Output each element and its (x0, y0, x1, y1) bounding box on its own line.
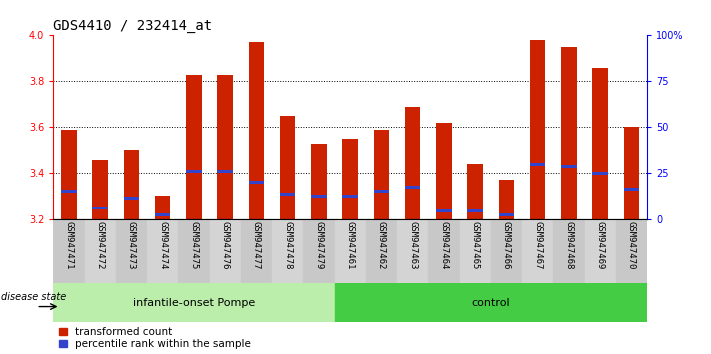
Text: GSM947469: GSM947469 (596, 221, 604, 269)
Bar (335, 219, 365, 283)
Bar (592, 172, 608, 175)
Bar (616, 219, 647, 283)
Bar (186, 170, 202, 172)
Bar (530, 40, 545, 219)
Bar (335, 283, 647, 322)
Bar (365, 219, 397, 283)
Bar (436, 209, 451, 212)
Bar (467, 164, 483, 219)
Bar (397, 219, 428, 283)
Text: GSM947467: GSM947467 (533, 221, 542, 269)
Bar (405, 107, 420, 219)
Bar (498, 213, 514, 216)
Bar (561, 47, 577, 219)
Bar (343, 139, 358, 219)
Text: GSM947465: GSM947465 (471, 221, 480, 269)
Bar (155, 196, 171, 219)
Bar (53, 219, 85, 283)
Bar (624, 127, 639, 219)
Bar (459, 219, 491, 283)
Bar (61, 130, 77, 219)
Bar (155, 213, 171, 216)
Bar (530, 163, 545, 166)
Text: GSM947478: GSM947478 (283, 221, 292, 269)
Bar (241, 219, 272, 283)
Bar (373, 190, 389, 193)
Bar (467, 209, 483, 212)
Bar (61, 190, 77, 193)
Text: GSM947473: GSM947473 (127, 221, 136, 269)
Text: infantile-onset Pompe: infantile-onset Pompe (133, 298, 255, 308)
Bar (343, 195, 358, 198)
Bar (436, 123, 451, 219)
Text: GSM947479: GSM947479 (314, 221, 324, 269)
Bar (147, 219, 178, 283)
Bar (85, 219, 116, 283)
Legend: transformed count, percentile rank within the sample: transformed count, percentile rank withi… (58, 327, 251, 349)
Bar (210, 219, 241, 283)
Bar (218, 170, 233, 172)
Bar (405, 186, 420, 189)
Bar (186, 75, 202, 219)
Text: GSM947463: GSM947463 (408, 221, 417, 269)
Bar (592, 68, 608, 219)
Text: control: control (471, 298, 510, 308)
Bar (124, 198, 139, 200)
Bar (311, 195, 327, 198)
Bar (624, 188, 639, 191)
Bar (522, 219, 553, 283)
Bar (491, 219, 522, 283)
Text: GSM947461: GSM947461 (346, 221, 355, 269)
Text: GSM947464: GSM947464 (439, 221, 449, 269)
Bar (498, 181, 514, 219)
Bar (304, 219, 335, 283)
Text: GSM947471: GSM947471 (65, 221, 73, 269)
Bar (561, 165, 577, 168)
Bar (311, 144, 327, 219)
Text: GDS4410 / 232414_at: GDS4410 / 232414_at (53, 19, 213, 33)
Bar (92, 160, 108, 219)
Bar (53, 283, 335, 322)
Text: GSM947477: GSM947477 (252, 221, 261, 269)
Text: GSM947476: GSM947476 (220, 221, 230, 269)
Bar (178, 219, 210, 283)
Text: GSM947470: GSM947470 (627, 221, 636, 269)
Text: GSM947472: GSM947472 (96, 221, 105, 269)
Bar (280, 116, 296, 219)
Text: GSM947462: GSM947462 (377, 221, 386, 269)
Bar (280, 193, 296, 195)
Text: GSM947475: GSM947475 (189, 221, 198, 269)
Bar (92, 207, 108, 209)
Bar (584, 219, 616, 283)
Bar (373, 130, 389, 219)
Text: GSM947474: GSM947474 (158, 221, 167, 269)
Bar (272, 219, 304, 283)
Bar (116, 219, 147, 283)
Text: disease state: disease state (1, 292, 66, 302)
Bar (124, 150, 139, 219)
Text: GSM947466: GSM947466 (502, 221, 511, 269)
Bar (553, 219, 584, 283)
Bar (249, 42, 264, 219)
Bar (218, 75, 233, 219)
Bar (428, 219, 459, 283)
Bar (249, 181, 264, 184)
Text: GSM947468: GSM947468 (565, 221, 573, 269)
